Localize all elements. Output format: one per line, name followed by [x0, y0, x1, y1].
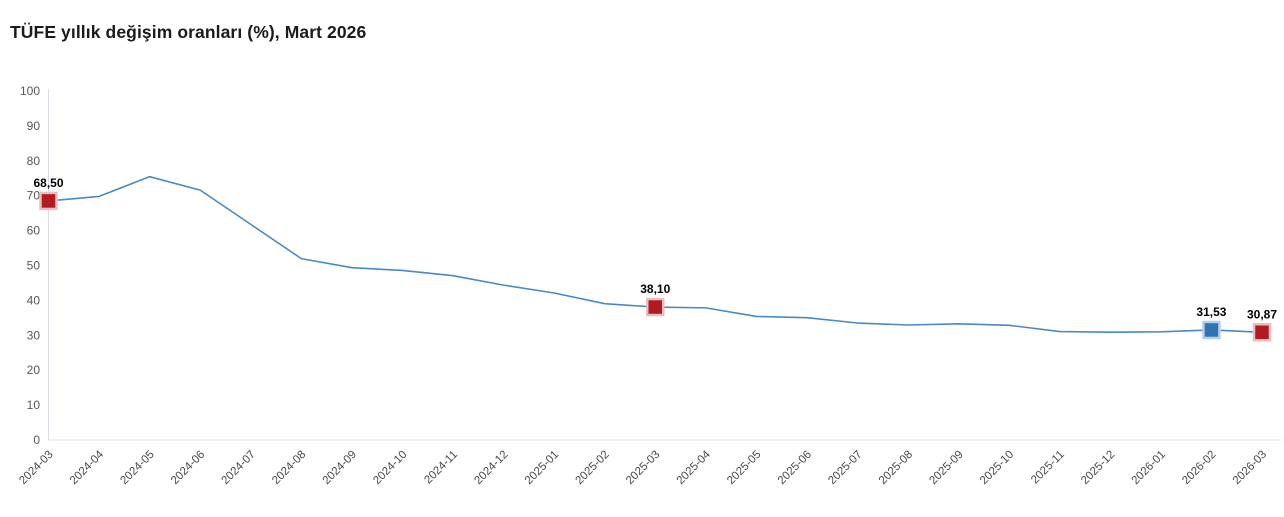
x-axis-tick-label: 2025-12 — [1079, 449, 1117, 487]
data-point-label: 68,50 — [33, 176, 63, 190]
y-axis-tick-label: 60 — [27, 224, 41, 238]
y-axis-tick-label: 30 — [27, 328, 41, 342]
x-axis-tick-label: 2024-05 — [118, 449, 156, 487]
data-point-marker-blue[interactable] — [1202, 320, 1221, 340]
data-point-label: 38,10 — [640, 282, 670, 296]
x-axis-tick-label: 2026-03 — [1231, 449, 1269, 487]
y-axis-tick-label: 0 — [33, 433, 40, 447]
data-point-label: 30,87 — [1247, 307, 1277, 321]
data-point-marker-red[interactable] — [646, 297, 665, 317]
x-axis-tick-label: 2025-05 — [725, 449, 763, 487]
x-axis-tick-label: 2026-02 — [1180, 449, 1218, 487]
y-axis-tick-label: 80 — [27, 154, 41, 168]
y-axis-tick-label: 40 — [27, 293, 41, 307]
y-axis-tick-label: 100 — [20, 84, 40, 98]
y-axis-tick-label: 90 — [27, 119, 41, 133]
y-axis-tick-label: 50 — [27, 259, 41, 273]
x-axis-tick-label: 2024-08 — [270, 449, 308, 487]
x-axis-tick-label: 2024-09 — [321, 449, 359, 487]
x-axis-tick-label: 2025-09 — [927, 449, 965, 487]
x-axis-tick-label: 2025-01 — [523, 449, 561, 487]
x-axis-tick-label: 2024-11 — [422, 449, 460, 487]
x-axis-tick-label: 2024-06 — [169, 449, 207, 487]
x-axis-tick-label: 2025-10 — [978, 449, 1016, 487]
y-axis-tick-label: 10 — [27, 398, 41, 412]
data-point-label: 31,53 — [1196, 305, 1226, 319]
x-axis-tick-label: 2026-01 — [1130, 449, 1168, 487]
x-axis-tick-label: 2025-11 — [1029, 449, 1067, 487]
chart-title: TÜFE yıllık değişim oranları (%), Mart 2… — [10, 22, 367, 42]
x-axis-tick-label: 2024-03 — [17, 449, 55, 487]
y-axis-tick-label: 20 — [27, 363, 41, 377]
y-axis-tick-label: 70 — [27, 189, 41, 203]
x-axis-tick-label: 2025-08 — [877, 449, 915, 487]
x-axis-tick-label: 2025-03 — [624, 449, 662, 487]
data-point-marker-red[interactable] — [1252, 323, 1272, 342]
x-axis-tick-label: 2024-10 — [371, 449, 409, 487]
x-axis-tick-label: 2025-04 — [675, 448, 714, 487]
x-axis-tick-label: 2025-07 — [826, 449, 864, 487]
x-axis-tick-label: 2024-07 — [220, 449, 258, 487]
x-axis-tick-label: 2025-02 — [573, 449, 611, 487]
data-point-marker-red[interactable] — [39, 191, 58, 211]
x-axis-tick-label: 2024-12 — [472, 449, 510, 487]
x-axis-tick-label: 2024-04 — [68, 448, 107, 487]
x-axis-tick-label: 2025-06 — [776, 449, 814, 487]
